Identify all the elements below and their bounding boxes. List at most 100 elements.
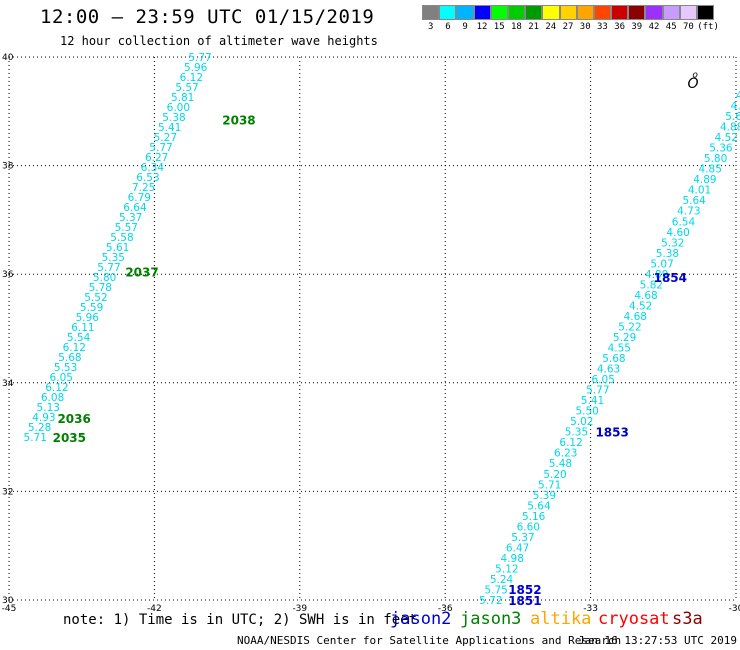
wave-height-value: 7.25 — [132, 182, 155, 194]
wave-height-value: 5.22 — [618, 321, 641, 333]
wave-height-value: 5.72 — [479, 595, 502, 607]
wave-height-value: 5.54 — [67, 332, 91, 344]
wave-height-value: 6.00 — [167, 102, 190, 114]
wave-height-value: 5.41 — [158, 122, 181, 134]
legend-label: 6 — [445, 22, 451, 32]
legend-label: 33 — [597, 22, 608, 32]
wave-height-value: 5.38 — [656, 248, 679, 260]
wave-height-value: 4.60 — [666, 227, 689, 239]
wave-height-value: 4.68 — [634, 290, 657, 302]
wave-height-value: 6.05 — [592, 374, 615, 386]
footnote: note: 1) Time is in UTC; 2) SWH is in fe… — [63, 612, 418, 628]
legend-swatch — [490, 5, 508, 20]
legend-swatch — [525, 5, 543, 20]
wave-height-value: 5.35 — [565, 427, 588, 439]
legend-swatch — [628, 5, 646, 20]
wave-height-value: 5.29 — [613, 332, 636, 344]
legend-swatch — [456, 5, 474, 20]
legend-label: 18 — [511, 22, 522, 32]
x-tick-label: -45 — [2, 604, 17, 614]
wave-height-value: 5.50 — [575, 406, 598, 418]
wave-height-value: 5.37 — [511, 532, 534, 544]
wave-height-value: 6.54 — [672, 216, 696, 228]
wave-height-value: 5.96 — [76, 312, 100, 324]
wave-height-value: 5.64 — [527, 500, 551, 512]
time-label: 2035 — [53, 431, 86, 445]
wave-height-value: 5.53 — [54, 362, 77, 374]
wave-height-value: 5.80 — [704, 153, 727, 165]
wave-height-value: 6.12 — [63, 342, 86, 354]
wave-height-value: 5.71 — [538, 479, 561, 491]
wave-height-value: 6.11 — [71, 322, 94, 334]
x-tick-label: -30 — [729, 604, 740, 614]
generated-timestamp: Jan 16 13:27:53 UTC 2019 — [578, 634, 737, 647]
wave-height-value: 5.82 — [640, 279, 663, 291]
wave-height-value: 6.12 — [180, 72, 203, 84]
legend-swatch — [507, 5, 526, 20]
wave-height-value: 6.27 — [145, 152, 168, 164]
wave-height-value: 4.01 — [688, 185, 711, 197]
legend-swatch — [422, 5, 440, 20]
time-label: 1854 — [654, 271, 687, 285]
satellite-name-cryosat: cryosat — [598, 609, 670, 629]
wave-height-value: 5.52 — [84, 292, 107, 304]
wave-height-value: 5.32 — [661, 237, 684, 249]
annotation-mark: o — [692, 70, 698, 80]
legend-label: 27 — [562, 22, 574, 32]
satellite-name-jason2: jason2 — [390, 609, 452, 629]
altimeter-tracks: 5.715.284.935.136.086.126.055.535.686.12… — [24, 52, 740, 608]
wave-height-value: 4.93 — [32, 412, 55, 424]
wave-height-value: 5.20 — [543, 469, 566, 481]
legend-swatch — [611, 5, 629, 20]
y-tick-label: 38 — [2, 162, 14, 172]
wave-height-value: 4.63 — [597, 364, 620, 376]
wave-height-value: 5.77 — [97, 262, 120, 274]
legend-swatch — [679, 5, 697, 20]
wave-height-value: 5.77 — [149, 142, 172, 154]
legend-label: 12 — [476, 22, 488, 32]
wave-height-value: 4.68 — [624, 311, 647, 323]
wave-height-value: 5.07 — [650, 258, 673, 270]
wave-height-value: 4.89 — [645, 269, 668, 281]
y-tick-label: 30 — [2, 596, 14, 606]
time-label: 2038 — [222, 113, 255, 127]
x-tick-label: -39 — [292, 604, 307, 614]
wave-height-value: 6.60 — [517, 521, 540, 533]
wave-height-value: 5.59 — [80, 302, 103, 314]
track-jason2: 5.725.755.245.124.986.475.376.605.165.64… — [479, 90, 740, 608]
wave-height-value: 5.96 — [184, 62, 208, 74]
wave-height-value: 4.89 — [693, 174, 716, 186]
legend-label: 9 — [462, 22, 468, 32]
time-label: 2036 — [57, 412, 90, 426]
wave-height-value: 6.23 — [554, 448, 577, 460]
wave-height-value: 6.08 — [41, 392, 64, 404]
y-tick-label: 34 — [2, 379, 14, 389]
wave-height-value: 6.05 — [50, 372, 73, 384]
legend-swatch — [697, 5, 715, 20]
wave-height-value: 5.68 — [58, 352, 81, 364]
y-tick-label: 40 — [2, 53, 14, 63]
wave-height-value: 5.16 — [522, 511, 546, 523]
wave-height-value: 5.60 — [725, 111, 740, 123]
wave-height-value: 6.53 — [136, 172, 159, 184]
legend-label: 3 — [428, 22, 434, 32]
chart-subtitle: 12 hour collection of altimeter wave hei… — [60, 34, 378, 48]
x-tick-label: -42 — [147, 604, 162, 614]
wave-height-value: 5.24 — [490, 574, 514, 586]
wave-height-value: 4.55 — [608, 343, 631, 355]
axis-tick-labels: -45 -42 -39 -36 -33 -30 30 32 34 36 38 40 — [2, 53, 740, 614]
legend-swatch — [662, 5, 680, 20]
legend-label: 70 — [683, 22, 694, 32]
wave-height-value: 5.12 — [495, 563, 518, 575]
wave-height-value: 5.57 — [175, 82, 198, 94]
y-tick-label: 32 — [2, 487, 13, 497]
wave-height-value: 6.64 — [123, 202, 147, 214]
wave-height-value: 5.41 — [581, 395, 604, 407]
wave-height-value: 5.27 — [154, 132, 177, 144]
wave-height-value: 4.52 — [629, 300, 652, 312]
legend-swatch — [439, 5, 457, 20]
wave-height-value: 5.57 — [115, 222, 138, 234]
annotations: oO — [688, 70, 699, 92]
wave-height-value: 5.39 — [533, 490, 556, 502]
